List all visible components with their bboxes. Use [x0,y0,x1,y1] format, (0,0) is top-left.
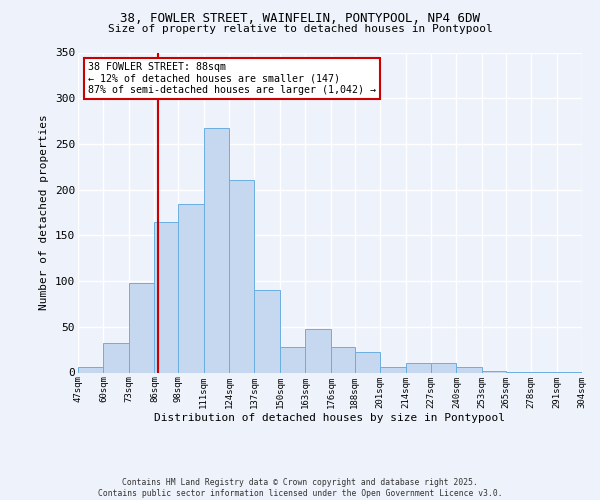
X-axis label: Distribution of detached houses by size in Pontypool: Distribution of detached houses by size … [155,413,505,423]
Y-axis label: Number of detached properties: Number of detached properties [40,114,49,310]
Bar [431,364,457,372]
Bar [78,367,103,372]
Bar [457,367,482,372]
Text: Contains HM Land Registry data © Crown copyright and database right 2025.
Contai: Contains HM Land Registry data © Crown c… [98,478,502,498]
Bar [103,343,129,372]
Text: 38, FOWLER STREET, WAINFELIN, PONTYPOOL, NP4 6DW: 38, FOWLER STREET, WAINFELIN, PONTYPOOL,… [120,12,480,26]
Bar [178,204,203,372]
Bar [203,128,229,372]
Text: 38 FOWLER STREET: 88sqm
← 12% of detached houses are smaller (147)
87% of semi-d: 38 FOWLER STREET: 88sqm ← 12% of detache… [88,62,376,96]
Bar [280,347,305,372]
Bar [406,364,431,372]
Bar [305,328,331,372]
Bar [380,367,406,372]
Text: Size of property relative to detached houses in Pontypool: Size of property relative to detached ho… [107,24,493,34]
Bar [129,283,154,372]
Bar [229,180,254,372]
Bar [355,352,380,372]
Bar [254,290,280,372]
Bar [331,347,355,372]
Bar [482,370,506,372]
Bar [154,222,178,372]
